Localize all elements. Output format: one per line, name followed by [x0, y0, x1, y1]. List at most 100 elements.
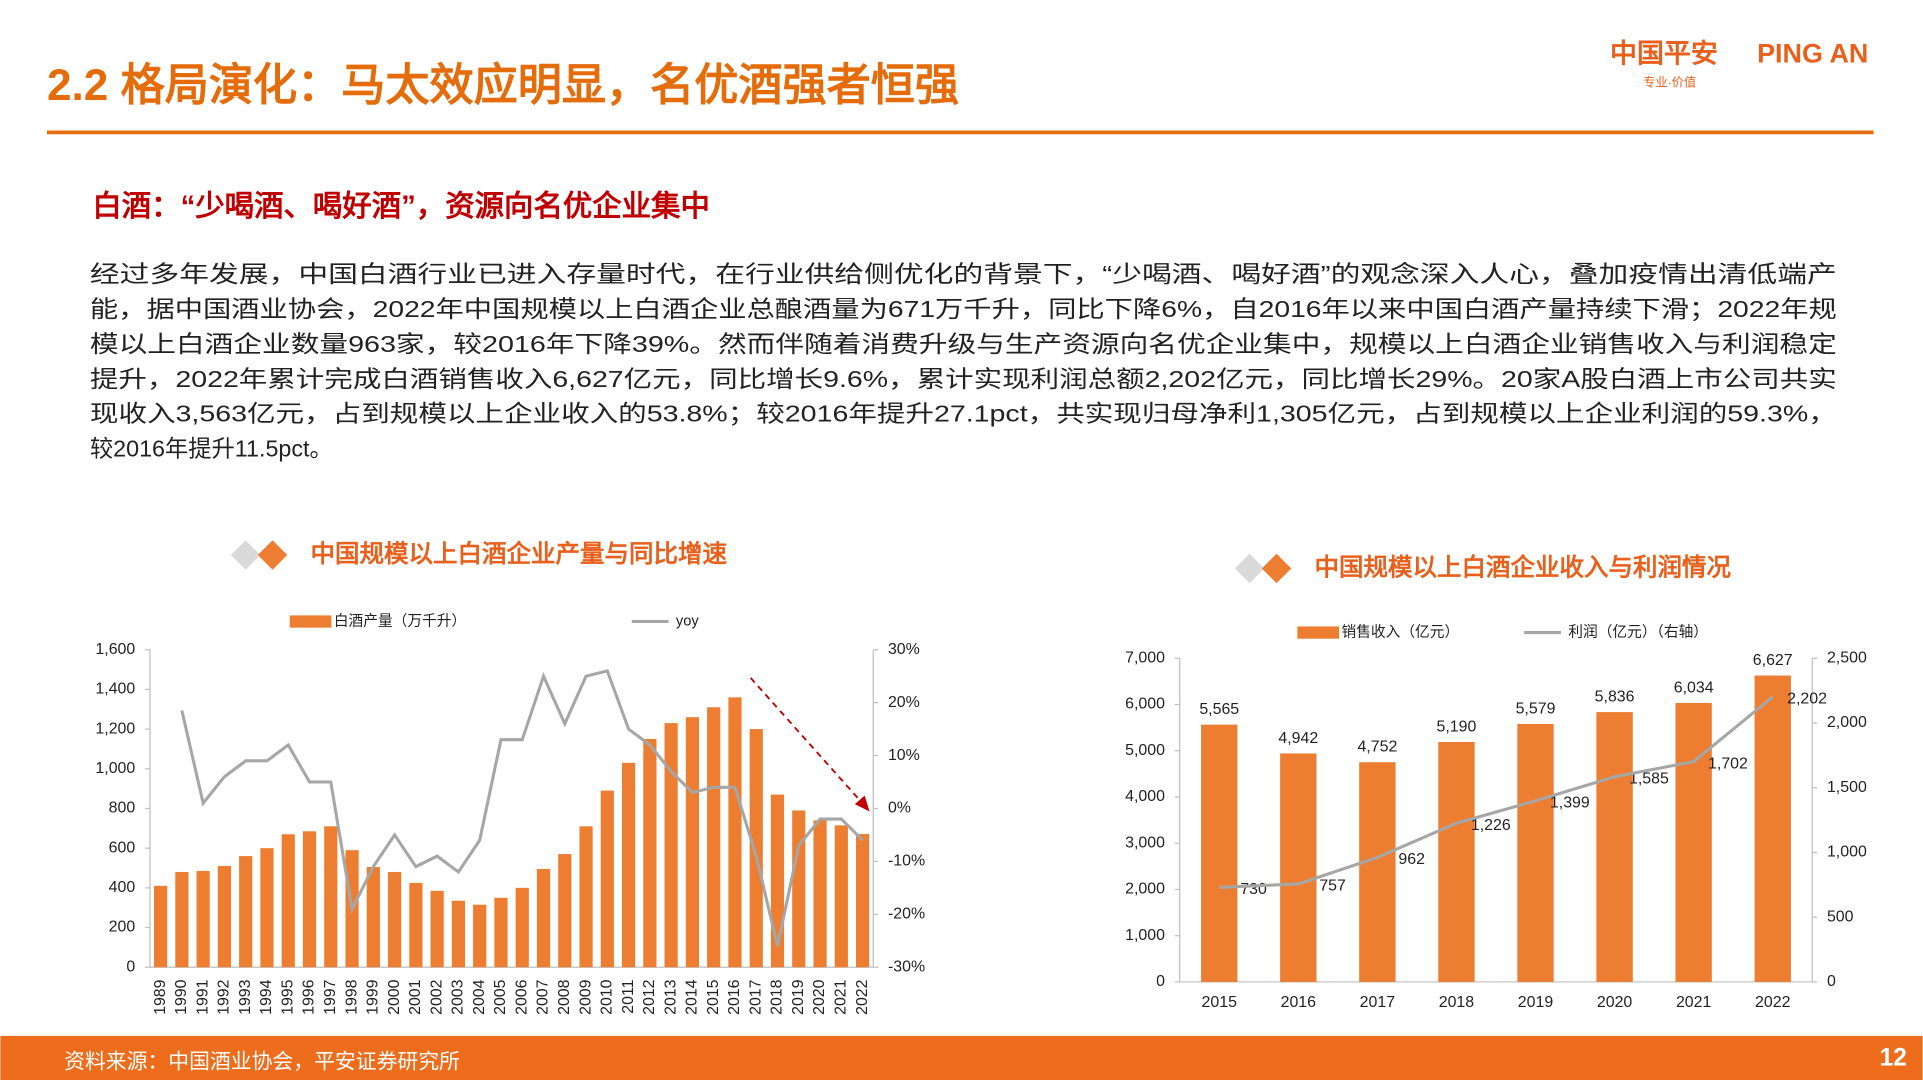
- bar: [154, 885, 168, 968]
- paragraph-line: 模以上白酒企业数量963家，较2016年下降39%。然而伴随着消费升级与生产资源…: [90, 331, 1837, 357]
- page-number: 12: [1880, 1045, 1907, 1072]
- y2-tick-label: 500: [1827, 908, 1854, 925]
- y-tick-label: 800: [109, 800, 136, 817]
- bar: [643, 739, 657, 968]
- line-value-label: 1,702: [1708, 755, 1748, 772]
- y-tick-label: 1,200: [95, 720, 135, 737]
- chart-title: 中国规模以上白酒企业收入与利润情况: [1315, 552, 1732, 581]
- paragraph-line: 较2016年提升11.5pct。: [90, 436, 333, 462]
- x-tick-label: 2001: [407, 979, 424, 1015]
- x-tick-label: 2009: [577, 979, 594, 1015]
- bar-value-label: 4,752: [1357, 739, 1397, 756]
- bar: [685, 717, 700, 968]
- bar-value-label: 6,034: [1674, 679, 1714, 696]
- x-tick-label: 2021: [1676, 994, 1712, 1011]
- x-tick-label: 2018: [1439, 994, 1475, 1011]
- x-tick-label: 2019: [790, 979, 807, 1015]
- legend-label: 利润（亿元）（右轴）: [1568, 623, 1708, 640]
- bar: [388, 871, 402, 968]
- y2-tick-label: 30%: [888, 641, 920, 658]
- y-tick-label: 1,000: [1125, 927, 1165, 944]
- bar: [239, 856, 253, 968]
- slide-title: 2.2 格局演化：马太效应明显，名优酒强者恒强: [47, 61, 959, 110]
- y-tick-label: 600: [109, 839, 136, 856]
- bar: [473, 904, 487, 968]
- bar-value-label: 4,942: [1278, 730, 1318, 747]
- bar: [707, 707, 721, 968]
- y2-tick-label: 10%: [888, 747, 920, 764]
- x-tick-label: 1998: [343, 979, 360, 1015]
- y-tick-label: 3,000: [1125, 834, 1165, 851]
- legend-label: yoy: [676, 613, 700, 629]
- x-tick-label: 2022: [1755, 994, 1791, 1011]
- x-tick-label: 1999: [365, 979, 382, 1015]
- y2-tick-label: -10%: [888, 853, 925, 870]
- x-tick-label: 2017: [747, 979, 764, 1015]
- x-tick-label: 2013: [662, 979, 679, 1015]
- x-tick-label: 1997: [322, 979, 339, 1015]
- bar: [664, 723, 678, 968]
- bar-value-label: 5,579: [1516, 700, 1556, 717]
- x-tick-label: 2019: [1518, 994, 1554, 1011]
- y-tick-label: 0: [1156, 973, 1165, 990]
- bar: [579, 826, 593, 968]
- x-tick-label: 1996: [301, 979, 318, 1015]
- bar: [366, 867, 380, 968]
- y-tick-label: 4,000: [1125, 788, 1165, 805]
- y2-tick-label: 0: [1827, 973, 1836, 990]
- bar: [1438, 741, 1475, 982]
- bar: [1517, 723, 1554, 982]
- title-icon: [1234, 553, 1292, 584]
- bar: [494, 897, 508, 968]
- x-tick-label: 2004: [471, 979, 488, 1015]
- y-tick-label: 6,000: [1125, 696, 1165, 713]
- y2-tick-label: 2,000: [1827, 714, 1867, 731]
- paragraph: 经过多年发展，中国白酒行业已进入存量时代，在行业供给侧优化的背景下，“少喝酒、喝…: [90, 261, 1837, 462]
- x-tick-label: 1991: [194, 979, 211, 1015]
- x-tick-label: 2014: [684, 979, 701, 1015]
- y-tick-label: 0: [126, 958, 135, 975]
- y-tick-label: 7,000: [1125, 650, 1165, 667]
- bar: [1675, 702, 1712, 982]
- bar: [792, 810, 806, 968]
- x-tick-label: 1995: [279, 979, 296, 1015]
- y-tick-label: 400: [109, 879, 136, 896]
- bar-value-label: 5,190: [1437, 718, 1477, 735]
- bar: [217, 866, 232, 968]
- x-tick-label: 2000: [386, 979, 403, 1015]
- x-tick-label: 1990: [173, 979, 190, 1015]
- bar: [175, 871, 189, 968]
- bar: [622, 762, 636, 968]
- x-tick-label: 2003: [450, 979, 467, 1015]
- y2-tick-label: -30%: [888, 958, 925, 975]
- trend-arrow: [749, 677, 870, 812]
- x-tick-label: 2015: [1202, 994, 1238, 1011]
- bar: [813, 820, 827, 968]
- bar-value-label: 5,565: [1199, 701, 1239, 718]
- logo-cn: 中国平安: [1610, 38, 1718, 68]
- legend-swatch: [289, 615, 332, 628]
- bar: [260, 848, 274, 968]
- y2-tick-label: 20%: [888, 694, 920, 711]
- line: [180, 669, 864, 947]
- x-tick-label: 2002: [428, 979, 445, 1015]
- bar-value-label: 5,836: [1595, 689, 1635, 706]
- x-tick-label: 2022: [854, 979, 871, 1015]
- bar: [536, 868, 551, 968]
- line-value-label: 1,585: [1629, 770, 1669, 787]
- x-tick-label: 2015: [705, 979, 722, 1015]
- y-tick-label: 1,000: [95, 760, 135, 777]
- y-tick-label: 2,000: [1125, 881, 1165, 898]
- bar: [558, 854, 572, 968]
- paragraph-line: 提升，2022年累计完成白酒销售收入6,627亿元，同比增长9.6%，累计实现利…: [90, 366, 1837, 392]
- x-tick-label: 2020: [811, 979, 828, 1015]
- bar: [324, 826, 338, 968]
- x-tick-label: 2016: [726, 979, 743, 1015]
- bar: [409, 882, 423, 968]
- x-tick-label: 2018: [769, 979, 786, 1015]
- bar: [1201, 724, 1238, 982]
- bar: [302, 831, 317, 968]
- bar: [728, 697, 742, 968]
